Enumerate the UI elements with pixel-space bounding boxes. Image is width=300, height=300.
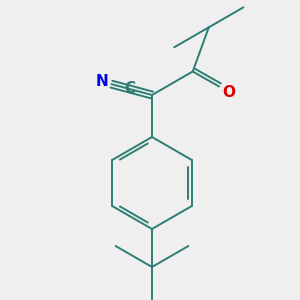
Text: N: N: [95, 74, 108, 89]
Text: O: O: [223, 85, 236, 100]
Text: C: C: [124, 81, 135, 96]
